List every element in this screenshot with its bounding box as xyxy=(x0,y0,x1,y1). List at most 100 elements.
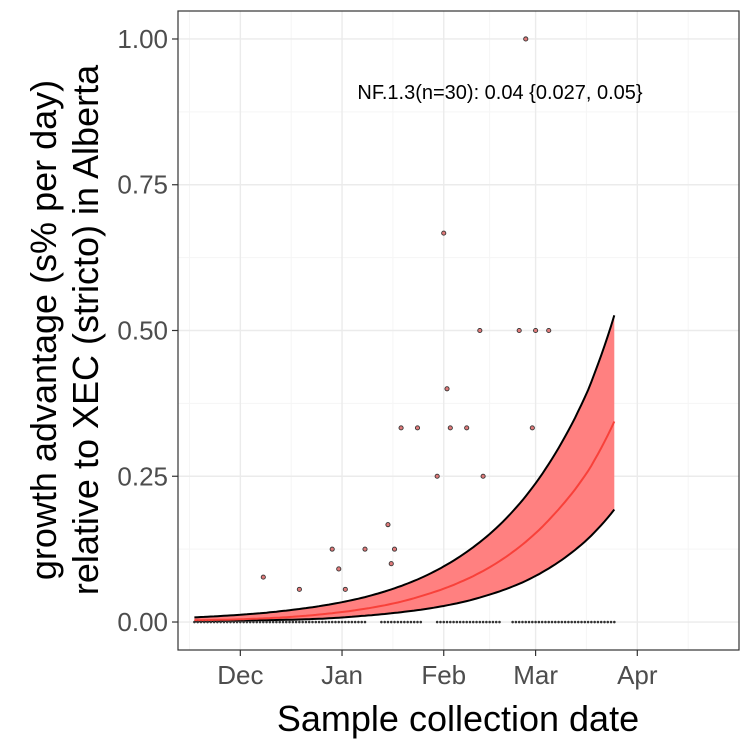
zero-point xyxy=(514,620,518,624)
zero-point xyxy=(222,620,226,624)
zero-point xyxy=(606,620,610,624)
data-point xyxy=(516,327,522,334)
zero-point xyxy=(281,620,285,624)
data-point xyxy=(529,425,535,431)
y-tick-label: 0.25 xyxy=(117,461,168,491)
zero-point xyxy=(570,620,573,624)
zero-point xyxy=(409,620,413,624)
data-point xyxy=(441,230,447,236)
zero-point xyxy=(613,620,616,624)
zero-point xyxy=(252,620,255,624)
zero-point xyxy=(412,620,416,624)
zero-point xyxy=(537,620,541,624)
zero-point xyxy=(524,620,528,624)
x-tick-label: Feb xyxy=(421,660,466,690)
zero-point xyxy=(468,620,472,624)
zero-point xyxy=(363,620,367,624)
zero-point xyxy=(275,620,278,624)
zero-point xyxy=(455,620,459,624)
zero-point xyxy=(383,620,386,624)
zero-point xyxy=(458,620,462,624)
data-point xyxy=(296,586,302,592)
zero-point xyxy=(452,620,455,624)
zero-point xyxy=(298,620,301,624)
zero-point xyxy=(576,620,580,624)
zero-point xyxy=(462,620,465,624)
data-point xyxy=(447,425,453,431)
zero-point xyxy=(563,620,567,624)
zero-point xyxy=(344,620,347,624)
zero-point xyxy=(294,620,298,624)
zero-point xyxy=(212,620,216,624)
data-point xyxy=(533,327,539,334)
zero-point xyxy=(527,620,531,624)
zero-point xyxy=(337,620,341,624)
x-tick-label: Mar xyxy=(513,660,558,690)
zero-point xyxy=(603,620,606,624)
data-point xyxy=(444,386,450,392)
zero-point xyxy=(586,620,590,624)
zero-point xyxy=(599,620,603,624)
zero-point xyxy=(475,620,478,624)
zero-point xyxy=(271,620,275,624)
zero-point xyxy=(531,620,534,624)
zero-point xyxy=(485,620,488,624)
zero-point xyxy=(550,620,554,624)
zero-point xyxy=(445,620,449,624)
data-point xyxy=(260,574,266,580)
y-tick-label: 0.50 xyxy=(117,316,168,346)
zero-point xyxy=(311,620,314,624)
zero-point xyxy=(258,620,262,624)
zero-point xyxy=(442,620,446,624)
zero-point xyxy=(219,620,222,624)
zero-point xyxy=(301,620,304,624)
data-point xyxy=(523,36,529,42)
zero-point xyxy=(353,620,357,624)
upper-bound-line xyxy=(194,315,616,619)
zero-point xyxy=(494,620,498,624)
zero-point xyxy=(481,620,485,624)
zero-point xyxy=(567,620,570,624)
data-point xyxy=(464,425,470,431)
zero-point xyxy=(284,620,288,624)
zero-point xyxy=(216,620,219,624)
zero-point xyxy=(540,620,544,624)
model-annotation: NF.1.3(n=30): 0.04 {0.027, 0.05} xyxy=(357,82,643,104)
zero-point xyxy=(406,620,409,624)
zero-point xyxy=(248,620,252,624)
data-point xyxy=(434,473,440,479)
data-point xyxy=(342,586,348,592)
zero-point xyxy=(340,620,344,624)
zero-point xyxy=(416,620,419,624)
zero-point xyxy=(590,620,593,624)
y-axis: 0.00 0.25 0.50 0.75 1.00 xyxy=(117,24,178,637)
zero-point xyxy=(265,620,268,624)
zero-point xyxy=(288,620,291,624)
zero-point xyxy=(232,620,236,624)
zero-point xyxy=(396,620,400,624)
zero-point xyxy=(580,620,583,624)
zero-point xyxy=(206,620,209,624)
zero-point xyxy=(393,620,396,624)
zero-point xyxy=(560,620,564,624)
zero-point xyxy=(491,620,495,624)
zero-point xyxy=(521,620,524,624)
zero-point xyxy=(557,620,560,624)
zero-point xyxy=(245,620,249,624)
zero-point xyxy=(389,620,393,624)
zero-point xyxy=(327,620,331,624)
data-point xyxy=(329,546,335,552)
zero-point xyxy=(304,620,308,624)
data-point xyxy=(477,327,483,334)
y-tick-label: 1.00 xyxy=(117,24,168,54)
zero-point xyxy=(199,620,203,624)
data-point xyxy=(398,425,404,431)
zero-point xyxy=(278,620,282,624)
zero-point xyxy=(314,620,318,624)
x-axis-title: Sample collection date xyxy=(277,698,639,739)
zero-point xyxy=(196,620,199,624)
zero-point xyxy=(553,620,557,624)
data-point xyxy=(391,546,398,552)
zero-point xyxy=(357,620,360,624)
